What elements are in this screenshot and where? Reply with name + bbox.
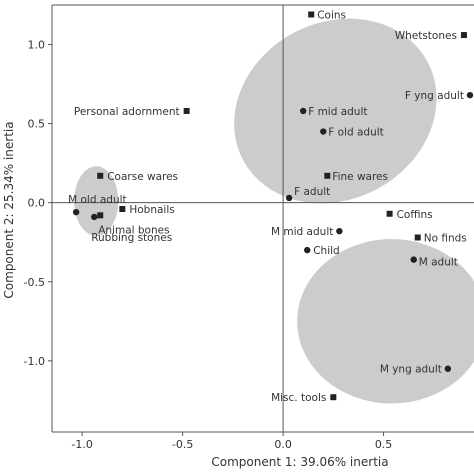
label-animal-bones: Animal bones bbox=[98, 224, 169, 236]
label-hobnails: Hobnails bbox=[129, 204, 174, 216]
point-m-yng-adult bbox=[444, 365, 452, 372]
point-coarse-wares bbox=[97, 172, 104, 179]
x-tick-label: -0.5 bbox=[172, 438, 193, 451]
data-points bbox=[72, 11, 474, 401]
point-coffins bbox=[386, 210, 393, 217]
point-m-old-adult bbox=[72, 208, 80, 216]
point-f-yng-adult bbox=[466, 91, 474, 99]
group-ellipse-2 bbox=[74, 166, 119, 236]
label-f-mid-adult: F mid adult bbox=[308, 106, 367, 118]
group-ellipse-3 bbox=[297, 239, 474, 404]
label-f-old-adult: F old adult bbox=[328, 127, 384, 139]
y-tick-label: 0.0 bbox=[28, 197, 46, 210]
axes: -1.0 -0.5 0.0 0.5 -1.0 -0.5 0.0 0.5 1.0 bbox=[24, 4, 474, 451]
point-hobnails bbox=[119, 206, 126, 213]
point-misc-tools bbox=[330, 394, 337, 401]
label-whetstones: Whetstones bbox=[395, 30, 457, 42]
x-tick-label: 0.0 bbox=[274, 438, 292, 451]
point-m-mid-adult bbox=[336, 227, 343, 235]
point-coins bbox=[308, 11, 315, 18]
y-tick-label: 1.0 bbox=[28, 39, 46, 52]
point-animal-bones bbox=[97, 212, 104, 219]
point-f-old-adult bbox=[320, 128, 327, 135]
point-f-mid-adult bbox=[299, 107, 307, 115]
point-personal-adornment bbox=[183, 107, 190, 114]
x-tick-label: 0.5 bbox=[375, 438, 393, 451]
label-m-old-adult: M old adult bbox=[68, 194, 127, 206]
group-ellipse-1 bbox=[234, 18, 437, 204]
point-f-adult bbox=[285, 194, 293, 202]
label-coarse-wares: Coarse wares bbox=[107, 171, 178, 183]
point-whetstones bbox=[460, 32, 467, 39]
y-tick-label: -1.0 bbox=[24, 355, 45, 368]
y-tick-label: -0.5 bbox=[24, 276, 45, 289]
label-coffins: Coffins bbox=[397, 209, 433, 221]
label-coins: Coins bbox=[317, 9, 346, 21]
label-m-adult: M adult bbox=[419, 257, 458, 269]
label-child: Child bbox=[313, 245, 340, 257]
point-m-adult bbox=[410, 256, 417, 263]
label-misc-tools: Misc. tools bbox=[271, 392, 326, 404]
point-rubbing-stones bbox=[91, 213, 98, 221]
point-labels: Coins Whetstones Personal adornment Coarse … bbox=[68, 9, 467, 404]
point-no-finds bbox=[414, 234, 421, 241]
label-rubbing-stones: Rubbing stones bbox=[91, 232, 172, 244]
y-axis-title: Component 2: 25.34% inertia bbox=[2, 121, 16, 298]
y-tick-label: 0.5 bbox=[28, 118, 46, 131]
label-m-mid-adult: M mid adult bbox=[271, 226, 333, 238]
label-f-yng-adult: F yng adult bbox=[405, 90, 464, 102]
label-no-finds: No finds bbox=[424, 232, 467, 244]
label-personal-adornment: Personal adornment bbox=[74, 106, 180, 118]
x-tick-label: -1.0 bbox=[71, 438, 92, 451]
group-ellipses bbox=[74, 18, 474, 404]
label-m-yng-adult: M yng adult bbox=[380, 364, 442, 376]
label-f-adult: F adult bbox=[294, 186, 330, 198]
x-axis-title: Component 1: 39.06% inertia bbox=[211, 455, 388, 469]
point-fine-wares bbox=[324, 172, 331, 179]
label-fine-wares: Fine wares bbox=[332, 171, 388, 183]
point-child bbox=[304, 246, 311, 254]
